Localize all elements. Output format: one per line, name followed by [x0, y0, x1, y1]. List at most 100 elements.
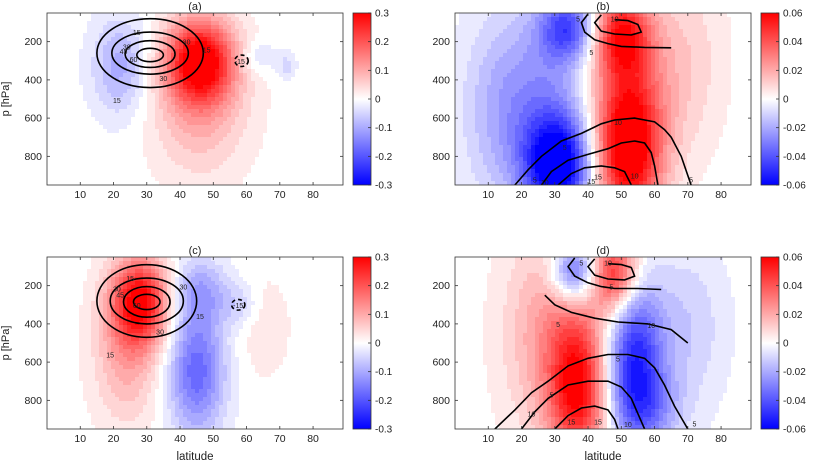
heatmap-cell [539, 137, 544, 142]
heatmap-cell [139, 89, 144, 94]
heatmap-cell [163, 37, 168, 42]
heatmap-cell [523, 109, 528, 114]
heatmap-cell [291, 113, 296, 118]
heatmap-cell [495, 53, 500, 58]
heatmap-cell [87, 145, 92, 150]
heatmap-cell [127, 173, 132, 178]
heatmap-cell [263, 137, 268, 142]
heatmap-cell [583, 101, 588, 106]
heatmap-cell [283, 117, 288, 122]
heatmap-cell [479, 37, 484, 42]
heatmap-cell [235, 17, 240, 22]
heatmap-cell [243, 101, 248, 106]
heatmap-cell [211, 177, 216, 182]
heatmap-cell [531, 77, 536, 82]
heatmap-cell [87, 57, 92, 62]
heatmap-cell [339, 141, 343, 146]
heatmap-cell [319, 37, 324, 42]
heatmap-cell [563, 65, 568, 70]
heatmap-cell [591, 29, 596, 34]
heatmap-cell [255, 169, 260, 174]
heatmap-cell [603, 21, 608, 26]
heatmap-cell [339, 137, 343, 142]
heatmap-cell [251, 149, 256, 154]
heatmap-cell [191, 85, 196, 90]
heatmap-cell [295, 13, 300, 18]
heatmap-cell [283, 69, 288, 74]
heatmap-cell [327, 13, 332, 18]
heatmap-cell [251, 117, 256, 122]
heatmap-cell [95, 149, 100, 154]
heatmap-cell [471, 73, 476, 78]
heatmap-cell [511, 165, 516, 170]
heatmap-cell [179, 37, 184, 42]
heatmap-cell [63, 41, 68, 46]
heatmap-cell [155, 109, 160, 114]
heatmap-cell [311, 73, 316, 78]
heatmap-cell [511, 117, 516, 122]
heatmap-cell [455, 121, 460, 126]
heatmap-cell [607, 161, 612, 166]
heatmap-cell [559, 69, 564, 74]
heatmap-cell [311, 169, 316, 174]
heatmap-cell [119, 165, 124, 170]
heatmap-cell [235, 89, 240, 94]
heatmap-cell [95, 117, 100, 122]
heatmap-cell [51, 141, 56, 146]
heatmap-cell [171, 41, 176, 46]
heatmap-cell [203, 21, 208, 26]
heatmap-cell [599, 117, 604, 122]
heatmap-cell [219, 157, 224, 162]
heatmap-cell [239, 145, 244, 150]
heatmap-cell [151, 69, 156, 74]
heatmap-cell [55, 161, 60, 166]
heatmap-cell [143, 81, 148, 86]
heatmap-cell [495, 157, 500, 162]
heatmap-cell [231, 69, 236, 74]
heatmap-cell [487, 137, 492, 142]
heatmap-cell [247, 61, 252, 66]
heatmap-cell [159, 29, 164, 34]
heatmap-cell [219, 53, 224, 58]
heatmap-cell [555, 153, 560, 158]
heatmap-cell [67, 101, 72, 106]
heatmap-cell [283, 181, 288, 185]
heatmap-cell [199, 77, 204, 82]
heatmap-cell [163, 173, 168, 178]
heatmap-cell [335, 77, 340, 82]
heatmap-cell [231, 61, 236, 66]
heatmap-cell [183, 141, 188, 146]
heatmap-cell [515, 113, 520, 118]
heatmap-cell [583, 49, 588, 54]
heatmap-cell [115, 121, 120, 126]
heatmap-cell [311, 97, 316, 102]
heatmap-cell [571, 53, 576, 58]
heatmap-cell [71, 93, 76, 98]
heatmap-cell [495, 97, 500, 102]
heatmap-cell [615, 49, 620, 54]
heatmap-cell [167, 129, 172, 134]
heatmap-cell [307, 105, 312, 110]
heatmap-cell [107, 21, 112, 26]
heatmap-cell [259, 61, 264, 66]
heatmap-cell [143, 29, 148, 34]
heatmap-cell [479, 93, 484, 98]
heatmap-cell [539, 21, 544, 26]
heatmap-cell [103, 61, 108, 66]
heatmap-cell [535, 49, 540, 54]
heatmap-cell [143, 13, 148, 18]
heatmap-cell [335, 117, 340, 122]
heatmap-cell [515, 169, 520, 174]
heatmap-cell [295, 85, 300, 90]
heatmap-cell [183, 117, 188, 122]
heatmap-cell [499, 61, 504, 66]
heatmap-cell [563, 37, 568, 42]
heatmap-cell [87, 141, 92, 146]
heatmap-cell [291, 89, 296, 94]
heatmap-cell [319, 145, 324, 150]
heatmap-cell [67, 77, 72, 82]
heatmap-cell [339, 181, 343, 185]
heatmap-cell [235, 121, 240, 126]
heatmap-cell [507, 113, 512, 118]
heatmap-cell [107, 89, 112, 94]
